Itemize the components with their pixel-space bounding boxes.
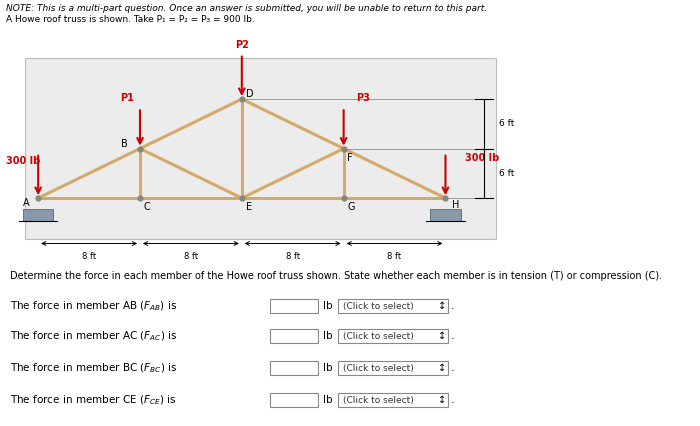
Text: 6 ft: 6 ft: [499, 119, 514, 128]
Text: 300 lb: 300 lb: [465, 153, 499, 163]
Text: B: B: [121, 139, 127, 149]
FancyBboxPatch shape: [430, 209, 461, 221]
FancyBboxPatch shape: [338, 299, 448, 313]
FancyBboxPatch shape: [338, 329, 448, 343]
Text: lb: lb: [323, 331, 332, 341]
Text: 8 ft: 8 ft: [82, 252, 96, 261]
Text: ↕: ↕: [438, 363, 446, 373]
Text: The force in member CE ($F_{CE}$) is: The force in member CE ($F_{CE}$) is: [10, 393, 176, 407]
Text: ↕: ↕: [438, 331, 446, 341]
Text: lb: lb: [323, 301, 332, 311]
Text: The force in member BC ($F_{BC}$) is: The force in member BC ($F_{BC}$) is: [10, 361, 177, 375]
Text: ↕: ↕: [438, 395, 446, 405]
Text: NOTE: This is a multi-part question. Once an answer is submitted, you will be un: NOTE: This is a multi-part question. Onc…: [6, 4, 487, 13]
FancyBboxPatch shape: [270, 361, 318, 375]
Text: (Click to select): (Click to select): [343, 331, 414, 340]
Text: P2: P2: [235, 40, 248, 49]
Text: (Click to select): (Click to select): [343, 363, 414, 373]
Text: E: E: [246, 202, 252, 213]
FancyBboxPatch shape: [270, 329, 318, 343]
Text: D: D: [246, 89, 253, 98]
Text: H: H: [452, 200, 459, 210]
Text: A: A: [23, 199, 29, 208]
FancyBboxPatch shape: [338, 361, 448, 375]
Text: G: G: [347, 202, 355, 213]
FancyBboxPatch shape: [338, 393, 448, 407]
Text: ↕: ↕: [438, 301, 446, 311]
FancyBboxPatch shape: [25, 58, 496, 239]
FancyBboxPatch shape: [270, 299, 318, 313]
Text: (Click to select): (Click to select): [343, 395, 414, 405]
Text: 8 ft: 8 ft: [286, 252, 300, 261]
Text: .: .: [451, 395, 454, 405]
Text: 300 lb: 300 lb: [6, 156, 41, 166]
Text: C: C: [144, 202, 150, 213]
Text: 6 ft: 6 ft: [499, 169, 514, 178]
Text: A Howe roof truss is shown. Take P₁ = P₂ = P₃ = 900 lb.: A Howe roof truss is shown. Take P₁ = P₂…: [6, 15, 255, 24]
Text: (Click to select): (Click to select): [343, 302, 414, 311]
Text: .: .: [451, 301, 454, 311]
Text: .: .: [451, 331, 454, 341]
Text: The force in member AB ($F_{AB}$) is: The force in member AB ($F_{AB}$) is: [10, 299, 177, 313]
Text: 8 ft: 8 ft: [184, 252, 198, 261]
Text: 8 ft: 8 ft: [388, 252, 402, 261]
Text: lb: lb: [323, 363, 332, 373]
Text: The force in member AC ($F_{AC}$) is: The force in member AC ($F_{AC}$) is: [10, 329, 177, 343]
Text: .: .: [451, 363, 454, 373]
FancyBboxPatch shape: [270, 393, 318, 407]
Text: lb: lb: [323, 395, 332, 405]
Text: F: F: [347, 153, 353, 163]
Text: P1: P1: [120, 93, 134, 103]
FancyBboxPatch shape: [23, 209, 53, 221]
Text: P3: P3: [356, 93, 370, 103]
Text: Determine the force in each member of the Howe roof truss shown. State whether e: Determine the force in each member of th…: [10, 271, 662, 281]
